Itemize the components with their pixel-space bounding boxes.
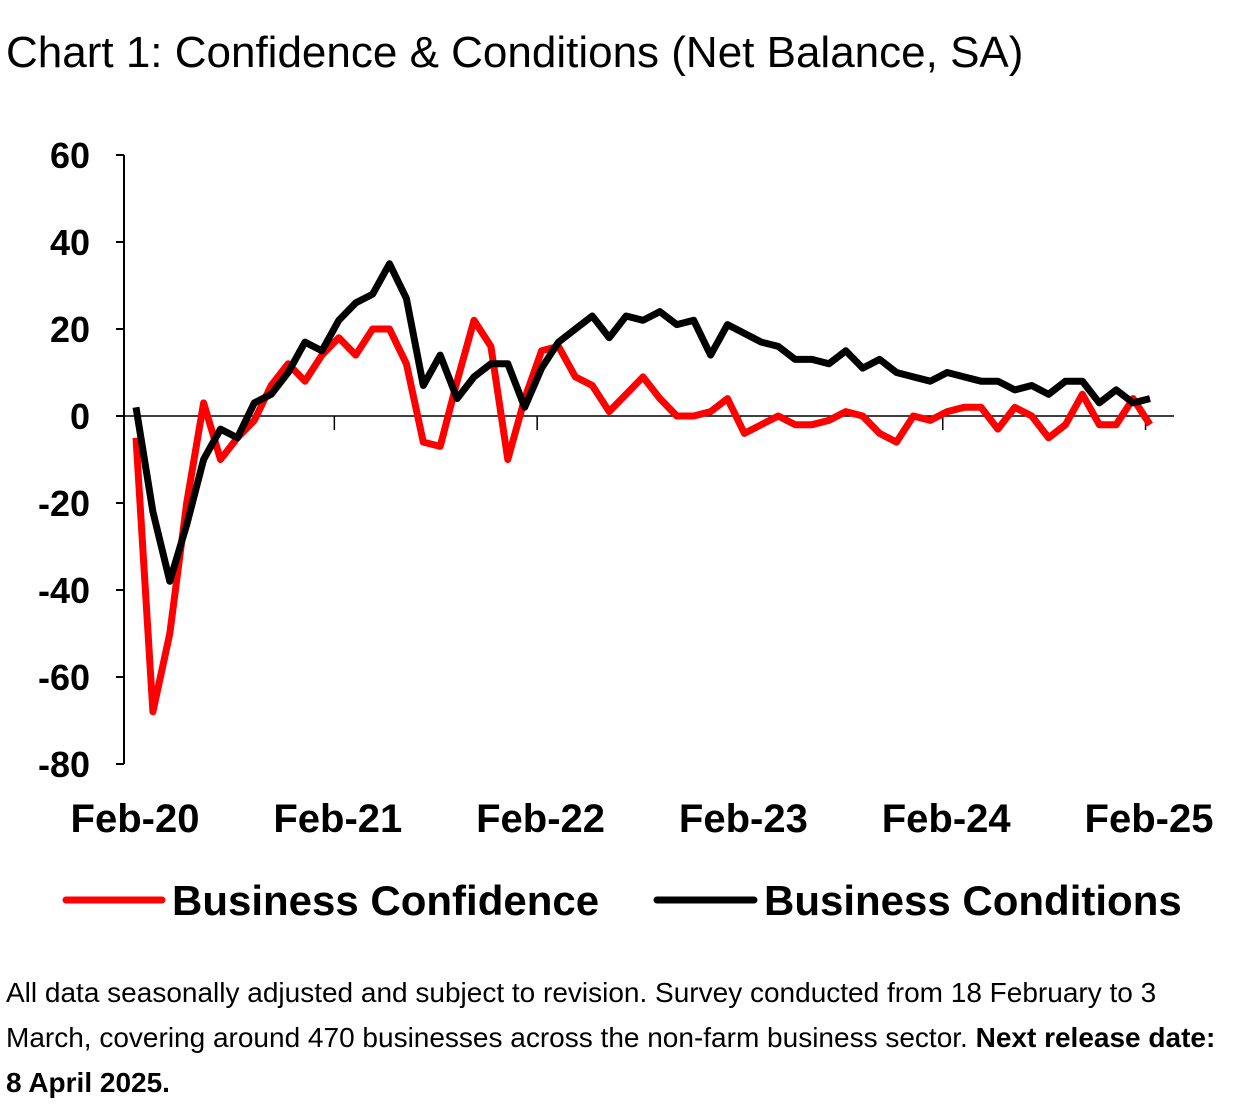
y-tick-label: 60 <box>50 135 90 176</box>
y-tick-label: 20 <box>50 309 90 350</box>
legend-label-business-conditions: Business Conditions <box>764 877 1182 924</box>
next-release-date: Next release date: 8 April 2025. <box>6 1022 1216 1098</box>
y-tick-label: -40 <box>38 570 90 611</box>
y-tick-label: -20 <box>38 483 90 524</box>
footnote-text: All data seasonally adjusted and subject… <box>6 977 1157 1053</box>
x-tick-label: Feb-24 <box>882 797 1012 841</box>
y-tick-label: -80 <box>38 744 90 785</box>
series-line-business-conditions <box>132 260 1151 585</box>
x-tick-label: Feb-20 <box>71 797 200 841</box>
y-tick-label: -60 <box>38 657 90 698</box>
x-tick-label: Feb-22 <box>476 797 605 841</box>
x-tick-label: Feb-23 <box>679 797 808 841</box>
series-line-business-confidence <box>132 316 1153 716</box>
chart-legend: Business Confidence Business Conditions <box>62 877 1182 924</box>
legend-label-business-confidence: Business Confidence <box>172 877 599 924</box>
chart-footnote: All data seasonally adjusted and subject… <box>6 970 1234 1105</box>
x-tick-label: Feb-25 <box>1085 797 1214 841</box>
chart-series <box>132 260 1153 716</box>
line-chart: 60 40 20 0 -20 -40 -60 -80 Feb-20 Feb-21 Feb-22 Feb… <box>38 135 1214 924</box>
chart-axes: 60 40 20 0 -20 -40 -60 -80 Feb-20 Feb-21 Feb-22 Feb… <box>38 135 1214 841</box>
x-tick-label: Feb-21 <box>273 797 402 841</box>
y-tick-label: 0 <box>70 396 90 437</box>
y-tick-label: 40 <box>50 222 90 263</box>
chart-title: Chart 1: Confidence & Conditions (Net Ba… <box>6 28 1024 77</box>
